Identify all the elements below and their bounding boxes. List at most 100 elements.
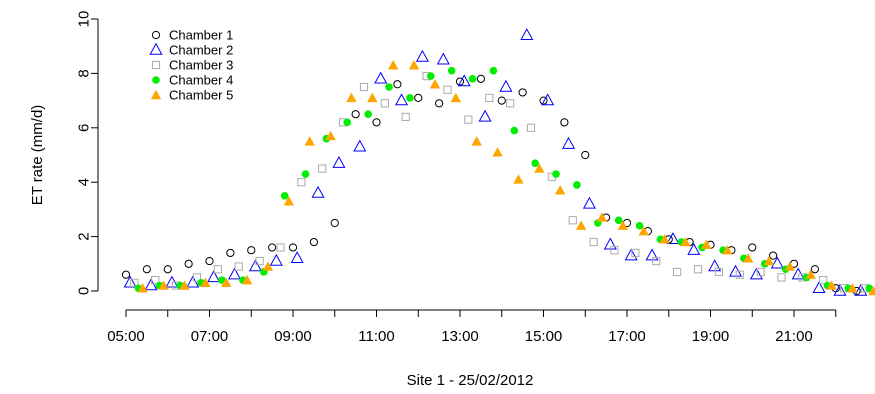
legend-label: Chamber 4 [169, 73, 233, 88]
data-point [596, 212, 608, 222]
legend-label: Chamber 1 [169, 28, 233, 43]
data-point [687, 242, 701, 255]
data-point [123, 275, 137, 288]
data-point [464, 115, 473, 124]
data-point [534, 163, 545, 173]
data-point [346, 92, 357, 103]
data-point [184, 259, 193, 268]
legend-marker [149, 42, 163, 55]
data-point [450, 92, 462, 103]
data-point [325, 130, 336, 141]
data-point [568, 216, 577, 225]
data-point [471, 136, 482, 146]
data-point [617, 220, 629, 230]
data-point [426, 72, 435, 80]
data-point [158, 280, 169, 290]
data-point [499, 79, 513, 92]
data-point [241, 274, 253, 285]
data-point [833, 283, 847, 296]
legend-label: Chamber 5 [169, 88, 233, 103]
data-point [513, 174, 524, 184]
data-point [526, 123, 536, 132]
data-point [395, 93, 409, 106]
data-point [819, 276, 828, 285]
data-point [854, 283, 868, 296]
data-point [560, 118, 569, 127]
x-tick-label: 17:00 [608, 328, 646, 345]
data-point [367, 92, 378, 103]
data-point [213, 265, 222, 274]
y-tick-label: 2 [76, 232, 93, 240]
legend-label: Chamber 3 [169, 58, 233, 73]
data-point [137, 283, 148, 293]
data-point [280, 192, 289, 200]
data-point [769, 251, 778, 260]
data-point [385, 83, 393, 91]
data-point [436, 52, 450, 65]
data-point [520, 28, 534, 41]
data-point [805, 269, 816, 279]
data-point [372, 118, 381, 127]
data-point [207, 270, 221, 283]
data-point [318, 164, 327, 173]
data-point [518, 88, 527, 97]
data-point [380, 99, 389, 108]
data-point [234, 262, 243, 271]
legend-marker [150, 89, 162, 100]
data-point [701, 239, 712, 249]
data-point [447, 66, 456, 75]
data-point [388, 60, 399, 70]
data-point [562, 136, 576, 149]
data-point [680, 236, 691, 247]
data-point [714, 267, 723, 277]
x-axis-title: Site 1 - 25/02/2012 [407, 372, 534, 389]
data-point [812, 281, 826, 293]
data-point [722, 245, 733, 255]
data-point [541, 93, 555, 106]
data-point [645, 248, 659, 261]
data-point [589, 237, 598, 247]
data-point [468, 75, 477, 83]
data-point [635, 221, 644, 230]
data-point [406, 94, 414, 102]
data-point [478, 109, 492, 122]
series-2 [123, 28, 868, 296]
data-point [693, 265, 703, 274]
data-point [614, 216, 623, 225]
data-point [121, 270, 131, 279]
x-tick-label: 15:00 [525, 328, 563, 345]
data-point [192, 273, 202, 282]
data-point [763, 255, 775, 266]
data-point [810, 265, 819, 274]
data-point [343, 118, 352, 127]
data-point [735, 270, 744, 279]
y-tick-label: 4 [76, 178, 93, 186]
data-point [205, 256, 214, 266]
data-point [489, 66, 498, 75]
y-axis-title: ET rate (mm/d) [29, 105, 46, 206]
series-4 [134, 66, 873, 293]
data-point [756, 267, 765, 277]
data-point [573, 181, 581, 189]
data-point [531, 159, 539, 167]
data-point [163, 265, 172, 274]
y-tick-label: 6 [76, 124, 93, 132]
data-point [555, 185, 566, 195]
data-point [353, 139, 367, 152]
data-point [262, 261, 274, 271]
data-point [290, 251, 304, 264]
data-point [539, 96, 548, 105]
data-point [269, 253, 283, 266]
data-point [283, 196, 295, 206]
data-point [351, 110, 360, 119]
data-point [332, 155, 346, 168]
data-point [200, 277, 211, 288]
data-point [276, 243, 285, 252]
data-point [304, 136, 315, 146]
x-tick-label: 09:00 [274, 328, 312, 345]
data-point [582, 196, 596, 209]
legend-marker [152, 76, 160, 84]
data-point [309, 237, 318, 247]
x-tick-label: 21:00 [775, 328, 813, 345]
data-point [610, 246, 619, 255]
